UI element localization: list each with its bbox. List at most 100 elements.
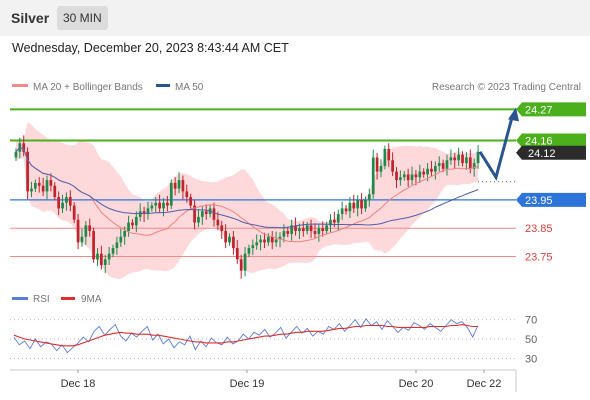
candle-body [204, 211, 208, 215]
candle-body [166, 202, 169, 206]
candle-body [422, 171, 426, 175]
candle-body [333, 219, 336, 223]
ma50-legend-label: MA 50 [175, 82, 204, 93]
candle-body [177, 180, 181, 189]
candle-body [72, 205, 76, 220]
x-tick-label: Dec 19 [230, 378, 265, 390]
header-bar: Silver 30 MIN [0, 0, 590, 36]
level-tag-24.16 [516, 133, 586, 148]
candle-body [88, 225, 92, 232]
candle-body [22, 143, 26, 152]
candle-body [115, 242, 119, 249]
candle-body [123, 231, 127, 237]
candle-body [263, 239, 266, 243]
candle-body [14, 151, 18, 158]
candle-body [298, 228, 301, 232]
candle-body [367, 194, 371, 200]
candle-body [476, 151, 480, 164]
candle-body [364, 199, 367, 209]
candle-body [313, 231, 317, 234]
candle-body [185, 191, 189, 198]
candle-body [383, 148, 387, 166]
candle-body [259, 239, 262, 243]
candle-body [193, 205, 196, 223]
rsi-legend-swatch [12, 297, 28, 300]
candle-body [340, 208, 344, 215]
level-label-24.27: 24.27 [525, 104, 553, 116]
timeframe-button[interactable]: 30 MIN [57, 6, 108, 30]
candle-body [220, 225, 224, 232]
candle-body [146, 208, 150, 215]
candle-body [103, 259, 107, 266]
candle-body [84, 225, 88, 237]
candle-body [92, 231, 95, 260]
candle-body [162, 202, 165, 209]
ma20-legend-swatch [12, 84, 28, 87]
candle-body [68, 197, 72, 206]
rsi-level-label-70: 70 [525, 315, 537, 327]
source-credit: Research © 2023 Trading Central [432, 82, 581, 93]
candle-body [441, 163, 445, 169]
level-tag-23.95 [516, 192, 586, 207]
candle-body [395, 171, 398, 181]
candle-body [379, 165, 383, 172]
candle-body [255, 242, 259, 246]
chart-datetime: Wednesday, December 20, 2023 8:43:44 AM … [12, 41, 289, 55]
candle-body [65, 197, 68, 203]
candle-body [410, 174, 414, 181]
candle-body [216, 219, 220, 226]
ma50-legend-swatch [156, 84, 170, 87]
candle-body [150, 205, 154, 209]
rsi-ma-legend-label: 9MA [81, 294, 102, 305]
candle-body [449, 157, 453, 161]
candle-body [243, 253, 247, 271]
candle-body [329, 219, 332, 226]
candle-body [336, 214, 340, 223]
candle-body [138, 211, 142, 217]
candle-body [468, 157, 472, 169]
candle-body [278, 236, 282, 240]
ma50-line [15, 146, 479, 229]
x-tick-label: Dec 20 [399, 378, 434, 390]
candle-body [266, 236, 270, 243]
rsi-level-label-30: 30 [525, 353, 537, 365]
candle-body [212, 208, 216, 220]
bollinger-band [15, 122, 479, 279]
level-label-23.85: 23.85 [525, 223, 553, 235]
level-label-23.95: 23.95 [525, 195, 553, 207]
candle-body [402, 174, 406, 178]
candle-body [173, 182, 177, 189]
x-tick-label: Dec 18 [61, 378, 96, 390]
candle-body [282, 231, 286, 237]
candle-body [418, 171, 422, 178]
candle-body [134, 216, 138, 226]
candle-body [301, 228, 305, 232]
candle-body [41, 185, 45, 192]
rsi-ma-legend-swatch [61, 297, 75, 300]
ma20-legend-label: MA 20 + Bollinger Bands [33, 82, 143, 93]
candle-body [251, 245, 255, 249]
candle-body [433, 165, 437, 172]
candle-body [33, 182, 37, 189]
candle-body [437, 163, 441, 166]
candle-body [119, 236, 123, 243]
rsi-ma-line [13, 324, 478, 347]
candle-body [391, 160, 394, 172]
candle-body [309, 225, 313, 232]
candle-body [360, 199, 363, 209]
candle-body [127, 222, 130, 232]
candle-body [45, 180, 49, 192]
candle-body [270, 236, 274, 243]
candle-body [181, 180, 185, 192]
rsi-level-label-50: 50 [525, 334, 537, 346]
candle-body [375, 157, 379, 172]
level-label-24.16: 24.16 [525, 135, 553, 147]
last-price-label: 24.12 [528, 148, 556, 160]
candle-body [197, 216, 200, 223]
rsi-line [13, 318, 479, 354]
ma20-line [15, 146, 479, 243]
level-tag-24.27 [516, 102, 586, 117]
candle-body [274, 239, 278, 243]
candle-body [37, 182, 41, 186]
candle-body [352, 202, 356, 209]
